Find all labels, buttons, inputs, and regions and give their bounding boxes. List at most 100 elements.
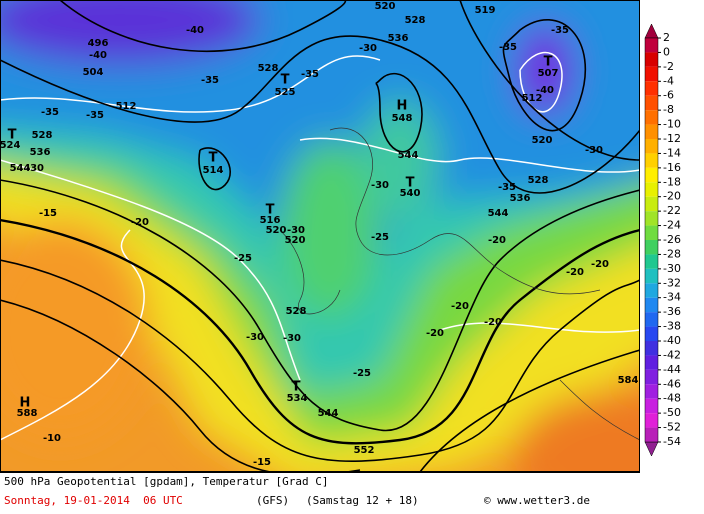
map-label: 512	[116, 101, 137, 112]
colorbar-band	[645, 139, 658, 154]
colorbar-label: -44	[663, 363, 681, 376]
map-label: -40	[89, 50, 107, 61]
map-label: -25	[234, 253, 252, 264]
colorbar-label: -30	[663, 262, 681, 275]
map-label: -30	[359, 43, 377, 54]
map-label: -25	[371, 232, 389, 243]
colorbar-label: -50	[663, 406, 681, 419]
colorbar-label: 2	[663, 31, 670, 44]
map-frame	[0, 0, 640, 472]
map-label: T	[209, 151, 218, 166]
map-label: -20	[488, 235, 506, 246]
colorbar-band	[645, 427, 658, 442]
colorbar-band	[645, 196, 658, 212]
isotherms	[0, 51, 640, 441]
colorbar-band	[645, 341, 658, 356]
colorbar-band	[645, 355, 658, 370]
map-label: T	[8, 128, 17, 143]
map-label: H	[397, 99, 408, 114]
map-label: 536	[388, 33, 409, 44]
credit: © www.wetter3.de	[484, 494, 590, 507]
colorbar-band	[645, 413, 658, 428]
colorbar-label: -18	[663, 175, 681, 188]
map-label: 525	[275, 87, 296, 98]
map-label: -20	[451, 301, 469, 312]
map-label: 516	[260, 215, 281, 226]
map-label: -35	[41, 107, 59, 118]
run: (Samstag 12 + 18)	[306, 494, 419, 507]
colorbar-band	[645, 167, 658, 183]
map-field	[0, 0, 640, 472]
map-label: 544	[318, 408, 339, 419]
colorbar-bottom	[644, 441, 659, 457]
colorbar-label: -8	[663, 103, 674, 116]
colorbar-label: -46	[663, 377, 681, 390]
map-label: 504	[83, 67, 104, 78]
map-label: -35	[498, 182, 516, 193]
map-label: T	[544, 55, 553, 70]
colorbar-label: -38	[663, 320, 681, 333]
colorbar-band	[645, 398, 658, 414]
colorbar-band	[645, 240, 658, 255]
colorbar-band	[645, 384, 658, 399]
map-label: -15	[39, 208, 57, 219]
colorbar-label: -10	[663, 118, 681, 131]
colorbar-band	[645, 124, 658, 139]
map-label: 520	[266, 225, 287, 236]
colorbar-label: -28	[663, 247, 681, 260]
colorbar-band	[645, 225, 658, 240]
map-label: 520	[532, 135, 553, 146]
map-label: 520	[285, 235, 306, 246]
map-label: -20	[426, 328, 444, 339]
colorbar-label: -52	[663, 421, 681, 434]
colorbar-band	[645, 52, 658, 67]
map-label: 519	[475, 5, 496, 16]
map-label: 507	[538, 68, 559, 79]
colorbar-band	[645, 254, 658, 269]
colorbar-label: -48	[663, 392, 681, 405]
map-label: 584	[618, 375, 639, 386]
colorbar-band	[645, 268, 658, 284]
map-label: -20	[566, 267, 584, 278]
map-label: 514	[203, 165, 224, 176]
colorbar-label: -40	[663, 334, 681, 347]
colorbar-band	[645, 95, 658, 111]
map-label: -30	[585, 145, 603, 156]
colorbar-label: -36	[663, 305, 681, 318]
colorbar-band	[645, 182, 658, 197]
weather-map: -40496-40504512-35528T525-35-30536520528…	[0, 0, 681, 472]
colorbar-frame	[644, 37, 659, 443]
colorbar-band	[645, 38, 658, 53]
colorbar-band	[645, 369, 658, 385]
map-label: T	[266, 203, 275, 218]
colorbar-label: -24	[663, 219, 681, 232]
colorbar-label: -34	[663, 291, 681, 304]
height-contours	[0, 0, 640, 472]
map-label: -35	[551, 25, 569, 36]
colorbar-label: 0	[663, 45, 670, 58]
colorbar-band	[645, 312, 658, 327]
colorbar-top	[644, 23, 659, 39]
colorbar-band	[645, 66, 658, 82]
map-label: 512	[522, 93, 543, 104]
map-label: -20	[484, 317, 502, 328]
colorbar-band	[645, 283, 658, 298]
colorbar-label: -22	[663, 204, 681, 217]
map-label: 548	[392, 113, 413, 124]
map-label: -20	[591, 259, 609, 270]
map-label: H	[20, 396, 31, 411]
map-label: 552	[354, 445, 375, 456]
map-label: -20	[131, 217, 149, 228]
map-label: -30	[283, 333, 301, 344]
colorbar-label: -6	[663, 89, 674, 102]
map-label: 528	[258, 63, 279, 74]
colorbar-label: -4	[663, 74, 674, 87]
colorbar-band	[645, 297, 658, 313]
map-label: -30	[371, 180, 389, 191]
map-label: 540	[400, 188, 421, 199]
map-label: -25	[353, 368, 371, 379]
map-label: 588	[17, 408, 38, 419]
map-label: -40	[186, 25, 204, 36]
map-label: -30	[26, 163, 44, 174]
coastlines	[279, 127, 640, 441]
